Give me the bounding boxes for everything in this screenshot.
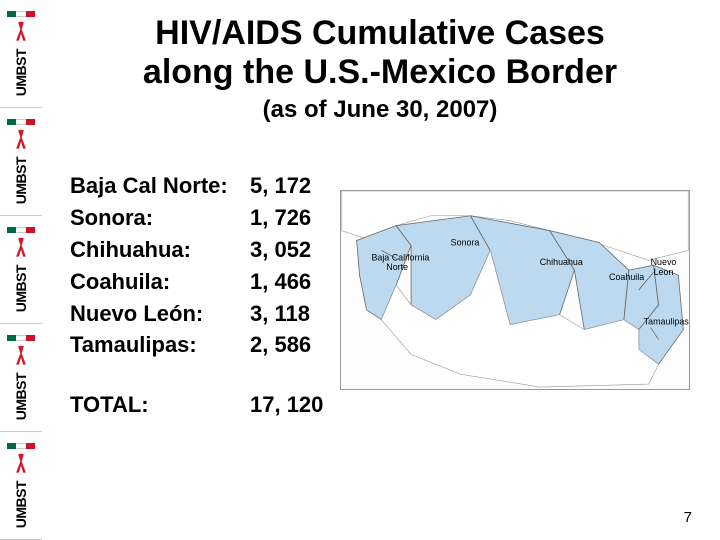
aids-ribbon-icon [14, 345, 28, 369]
sidebar-acronym: UMBST [13, 265, 29, 312]
map-label: Baja California [371, 252, 429, 262]
aids-ribbon-icon [14, 21, 28, 45]
sidebar-acronym: UMBST [13, 49, 29, 96]
table-row: Sonora: 1, 726 [70, 202, 323, 234]
state-value: 3, 052 [250, 234, 311, 266]
aids-ribbon-icon [14, 237, 28, 261]
mexico-flag-icon [7, 11, 35, 17]
state-value: 3, 118 [250, 298, 310, 330]
mexico-flag-icon [7, 443, 35, 449]
total-label: TOTAL: [70, 389, 250, 421]
title-line-1: HIV/AIDS Cumulative Cases [155, 14, 605, 52]
border-states-map: Baja California Norte Sonora Chihuahua C… [340, 190, 690, 390]
state-value: 1, 726 [250, 202, 311, 234]
sidebar-logo-block: UMBST [0, 216, 42, 324]
table-row: Tamaulipas: 2, 586 [70, 329, 323, 361]
state-value: 1, 466 [250, 266, 311, 298]
sidebar-acronym: UMBST [13, 157, 29, 204]
state-label: Nuevo León: [70, 298, 250, 330]
map-label: Tamaulipas [644, 317, 689, 327]
title-line-2: along the U.S.-Mexico Border [143, 53, 617, 91]
sidebar-logo-block: UMBST [0, 324, 42, 432]
total-value: 17, 120 [250, 389, 323, 421]
table-row: Baja Cal Norte: 5, 172 [70, 170, 323, 202]
state-label: Tamaulipas: [70, 329, 250, 361]
map-label: Sonora [451, 237, 480, 247]
total-row: TOTAL: 17, 120 [70, 389, 323, 421]
state-label: Chihuahua: [70, 234, 250, 266]
state-value: 2, 586 [250, 329, 311, 361]
data-table: Baja Cal Norte: 5, 172 Sonora: 1, 726 Ch… [70, 170, 323, 421]
slide-content: HIV/AIDS Cumulative Cases along the U.S.… [50, 0, 710, 540]
state-label: Baja Cal Norte: [70, 170, 250, 202]
aids-ribbon-icon [14, 453, 28, 477]
sidebar: UMBST UMBST UMBST UMBST UMBST [0, 0, 42, 540]
sidebar-acronym: UMBST [13, 481, 29, 528]
state-label: Sonora: [70, 202, 250, 234]
sidebar-logo-block: UMBST [0, 432, 42, 540]
map-label: Coahuila [609, 272, 644, 282]
mexico-flag-icon [7, 335, 35, 341]
map-label: Nuevo [651, 257, 677, 267]
table-row: Coahuila: 1, 466 [70, 266, 323, 298]
table-row: Nuevo León: 3, 118 [70, 298, 323, 330]
sidebar-logo-block: UMBST [0, 0, 42, 108]
slide-subtitle: (as of June 30, 2007) [50, 96, 710, 124]
mexico-flag-icon [7, 119, 35, 125]
page-number: 7 [684, 509, 692, 526]
state-value: 5, 172 [250, 170, 311, 202]
state-label: Coahuila: [70, 266, 250, 298]
aids-ribbon-icon [14, 129, 28, 153]
table-row: Chihuahua: 3, 052 [70, 234, 323, 266]
map-label: Norte [386, 262, 408, 272]
mexico-flag-icon [7, 227, 35, 233]
sidebar-acronym: UMBST [13, 373, 29, 420]
slide-title: HIV/AIDS Cumulative Cases along the U.S.… [50, 0, 710, 92]
map-label: Leon [654, 267, 674, 277]
map-label: Chihuahua [540, 257, 583, 267]
sidebar-logo-block: UMBST [0, 108, 42, 216]
